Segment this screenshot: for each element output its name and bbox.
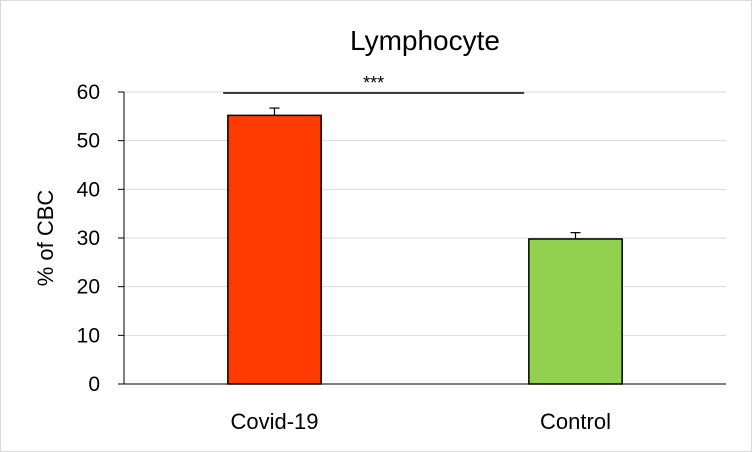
bar-control (528, 238, 623, 385)
chart-title: Lymphocyte (350, 25, 500, 56)
y-tick-label: 60 (77, 81, 100, 104)
bars (227, 107, 623, 385)
y-tick-label: 20 (77, 276, 100, 299)
x-category-label: Covid-19 (230, 409, 318, 434)
y-tick-label: 40 (77, 178, 100, 201)
axes (118, 91, 726, 385)
bar-covid-19 (227, 114, 322, 385)
x-category-label: Control (540, 409, 611, 434)
y-tick-label: 0 (88, 373, 100, 396)
gridlines (124, 91, 726, 336)
significance-annotation: *** (223, 73, 525, 94)
y-axis-title: % of CBC (33, 190, 58, 287)
y-tick-label: 30 (77, 227, 100, 250)
y-tick-label: 50 (77, 130, 100, 153)
labels: 0 10 20 30 40 50 60 Covid-19 Control (77, 81, 611, 434)
significance-label: *** (363, 73, 384, 93)
y-tick-label: 10 (77, 324, 100, 347)
